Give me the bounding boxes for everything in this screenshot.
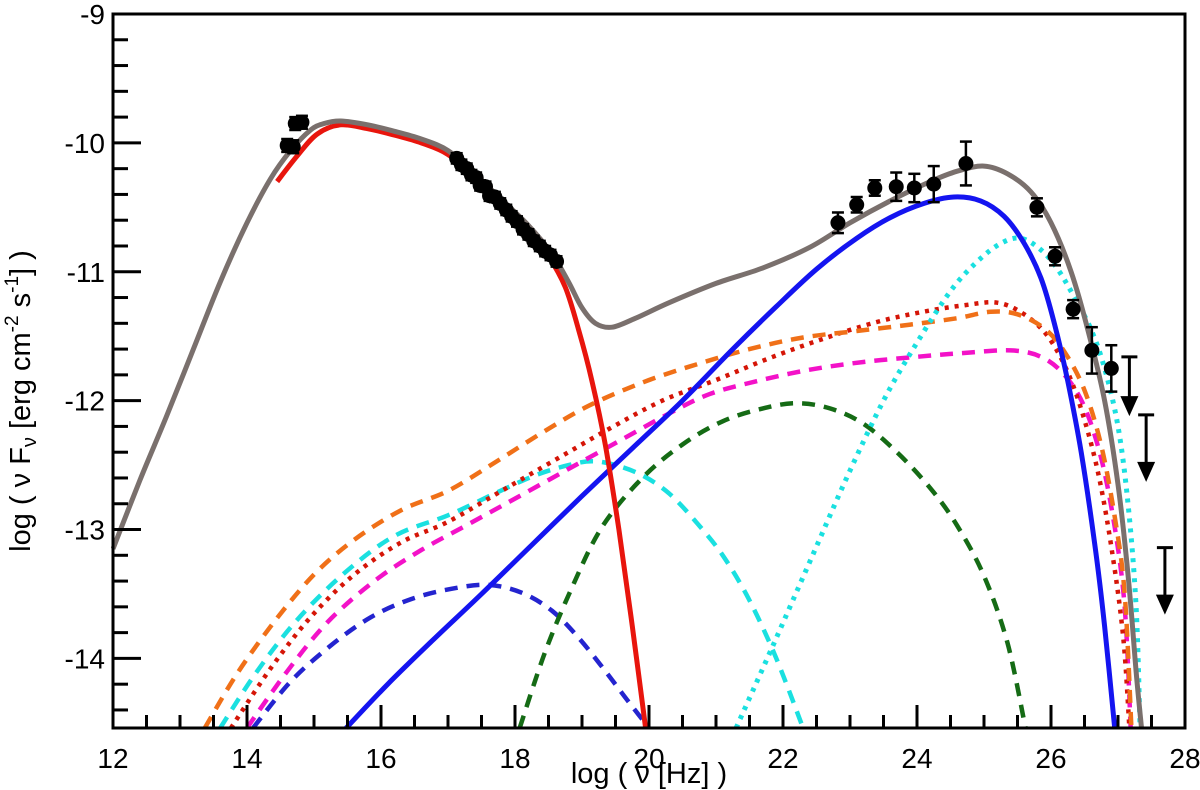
data-point bbox=[1103, 360, 1119, 376]
model-curves bbox=[111, 118, 1144, 730]
curve-red-dotted-component bbox=[229, 300, 1132, 730]
curve-cyan-dashed-component bbox=[218, 458, 806, 730]
curve-magenta-dashed-component bbox=[245, 348, 1133, 730]
x-tick-label: 12 bbox=[97, 743, 128, 774]
data-point bbox=[1084, 342, 1100, 358]
data-point bbox=[294, 114, 310, 130]
data-point bbox=[549, 253, 565, 269]
curve-blue-solid-component bbox=[344, 194, 1118, 730]
data-point bbox=[888, 179, 904, 195]
data-point bbox=[1047, 248, 1063, 264]
data-point bbox=[867, 180, 883, 196]
curve-blue-dashed-component bbox=[251, 582, 651, 730]
plot-frame bbox=[111, 12, 1187, 730]
data-point bbox=[849, 197, 865, 213]
x-tick-label: 26 bbox=[1035, 743, 1066, 774]
data-point bbox=[1029, 199, 1045, 215]
x-tick-label: 20 bbox=[633, 743, 664, 774]
data-point bbox=[285, 139, 301, 155]
curve-orange-dashed-component bbox=[202, 309, 1134, 730]
down-arrow-icon bbox=[1155, 594, 1174, 615]
x-axis-title: log ( ν [Hz] ) bbox=[571, 758, 727, 790]
x-tick-label: 14 bbox=[231, 743, 262, 774]
x-tick-label: 16 bbox=[365, 743, 396, 774]
curve-total-model-gray bbox=[111, 118, 1144, 729]
curve-cyan-dotted-component bbox=[733, 235, 1143, 730]
x-tick-label: 18 bbox=[499, 743, 530, 774]
y-tick-label: -13 bbox=[65, 515, 105, 546]
data-point bbox=[958, 156, 974, 172]
y-tick-label: -14 bbox=[65, 643, 105, 674]
upper-limits bbox=[1120, 355, 1174, 615]
down-arrow-icon bbox=[1120, 396, 1139, 417]
data-point bbox=[830, 215, 846, 231]
curve-synchrotron-red bbox=[275, 122, 649, 729]
data-point bbox=[926, 176, 942, 192]
x-tick-label: 24 bbox=[901, 743, 932, 774]
data-point bbox=[906, 180, 922, 196]
y-tick-label: -10 bbox=[65, 128, 105, 159]
data-point bbox=[1065, 301, 1081, 317]
y-tick-label: -11 bbox=[67, 257, 105, 288]
x-tick-label: 22 bbox=[767, 743, 798, 774]
curve-green-dashed-component bbox=[517, 400, 1028, 729]
down-arrow-icon bbox=[1137, 461, 1156, 482]
y-tick-label: -12 bbox=[65, 386, 105, 417]
data-points bbox=[279, 114, 1119, 393]
y-axis-title: log ( ν Fν [erg cm-2 s-1] ) bbox=[2, 250, 41, 552]
y-tick-label: -9 bbox=[80, 0, 105, 30]
x-tick-label: 28 bbox=[1169, 743, 1200, 774]
